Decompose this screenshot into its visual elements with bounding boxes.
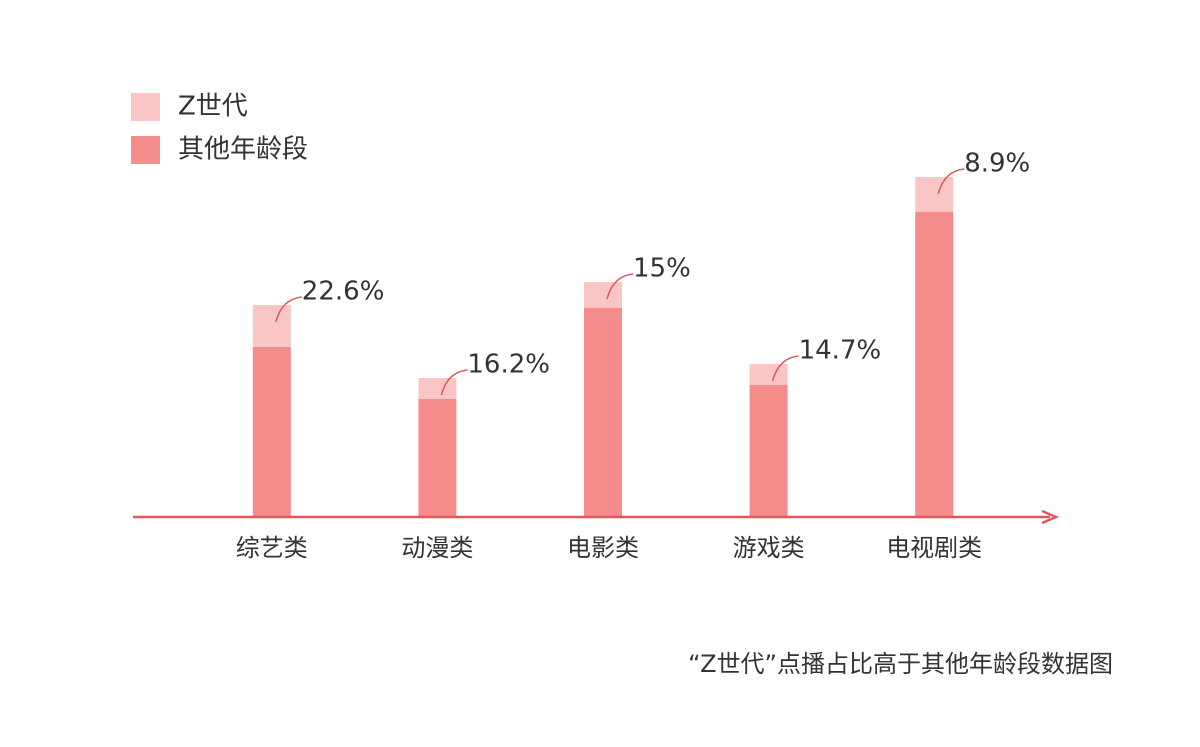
annotation: 14.7% xyxy=(799,336,882,366)
legend-swatch xyxy=(131,136,160,164)
x-tick-label: 电影类 xyxy=(567,534,639,562)
annotation: 15% xyxy=(633,254,691,284)
annotation-leader xyxy=(440,369,468,396)
bar-segment xyxy=(749,385,788,517)
legend-swatch xyxy=(131,93,160,121)
annotation: 16.2% xyxy=(467,350,550,380)
x-tick-label: 综艺类 xyxy=(236,534,308,562)
annotation: 22.6% xyxy=(302,277,385,307)
bar-segment xyxy=(252,305,291,347)
x-axis-arrow xyxy=(1041,509,1060,525)
legend-label: 其他年龄段 xyxy=(178,135,308,165)
bar-segment xyxy=(584,308,622,517)
annotation-leader xyxy=(606,273,634,300)
x-tick-label: 电视剧类 xyxy=(886,534,982,562)
annotation-leader xyxy=(937,168,965,195)
bar-segment xyxy=(418,399,457,517)
bar-segment xyxy=(915,212,954,517)
annotation: 8.9% xyxy=(964,149,1030,179)
annotation-leader xyxy=(275,296,302,323)
x-tick-label: 动漫类 xyxy=(401,534,473,562)
bar-segment xyxy=(252,347,291,517)
bar-segment xyxy=(418,378,457,399)
annotation-leader xyxy=(771,355,799,382)
bar-segment xyxy=(749,364,788,385)
bar-segment xyxy=(915,177,954,212)
caption: “Z世代”点播占比高于其他年龄段数据图 xyxy=(688,650,1113,678)
x-tick-label: 游戏类 xyxy=(733,534,805,562)
bar-segment xyxy=(584,282,622,308)
legend-label: Z世代 xyxy=(178,92,248,122)
